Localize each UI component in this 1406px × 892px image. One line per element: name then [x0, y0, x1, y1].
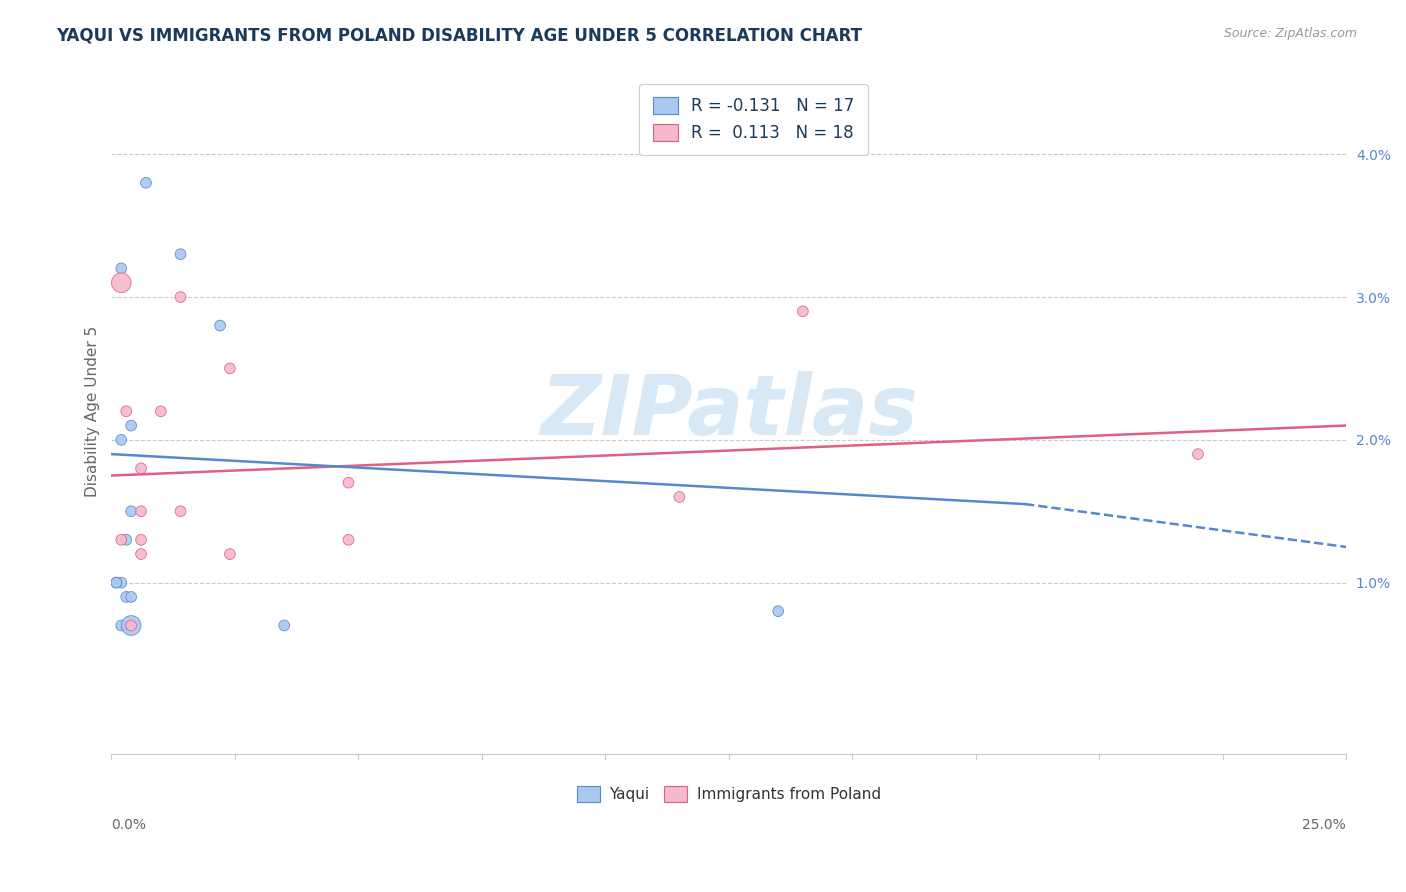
Point: [110, 276, 132, 290]
Point: [120, 590, 142, 604]
Point: [115, 533, 138, 547]
Point: [120, 618, 142, 632]
Point: [668, 490, 690, 504]
Point: [149, 404, 172, 418]
Text: Source: ZipAtlas.com: Source: ZipAtlas.com: [1223, 27, 1357, 40]
Point: [105, 575, 128, 590]
Point: [129, 533, 152, 547]
Point: [120, 618, 142, 632]
Legend: Yaqui, Immigrants from Poland: Yaqui, Immigrants from Poland: [571, 780, 887, 808]
Point: [135, 176, 157, 190]
Point: [120, 504, 142, 518]
Point: [1187, 447, 1209, 461]
Point: [110, 618, 132, 632]
Point: [115, 590, 138, 604]
Point: [110, 261, 132, 276]
Point: [120, 418, 142, 433]
Point: [766, 604, 789, 618]
Point: [129, 504, 152, 518]
Text: ZIPatlas: ZIPatlas: [540, 371, 918, 451]
Point: [169, 247, 191, 261]
Text: YAQUI VS IMMIGRANTS FROM POLAND DISABILITY AGE UNDER 5 CORRELATION CHART: YAQUI VS IMMIGRANTS FROM POLAND DISABILI…: [56, 27, 862, 45]
Point: [273, 618, 295, 632]
Point: [337, 533, 360, 547]
Point: [169, 504, 191, 518]
Point: [110, 575, 132, 590]
Text: 0.0%: 0.0%: [111, 818, 146, 832]
Point: [110, 533, 132, 547]
Point: [219, 361, 242, 376]
Point: [792, 304, 814, 318]
Point: [110, 433, 132, 447]
Point: [337, 475, 360, 490]
Point: [219, 547, 242, 561]
Point: [115, 404, 138, 418]
Point: [209, 318, 232, 333]
Point: [129, 547, 152, 561]
Point: [169, 290, 191, 304]
Text: 25.0%: 25.0%: [1302, 818, 1346, 832]
Point: [129, 461, 152, 475]
Y-axis label: Disability Age Under 5: Disability Age Under 5: [86, 326, 100, 497]
Point: [105, 575, 128, 590]
